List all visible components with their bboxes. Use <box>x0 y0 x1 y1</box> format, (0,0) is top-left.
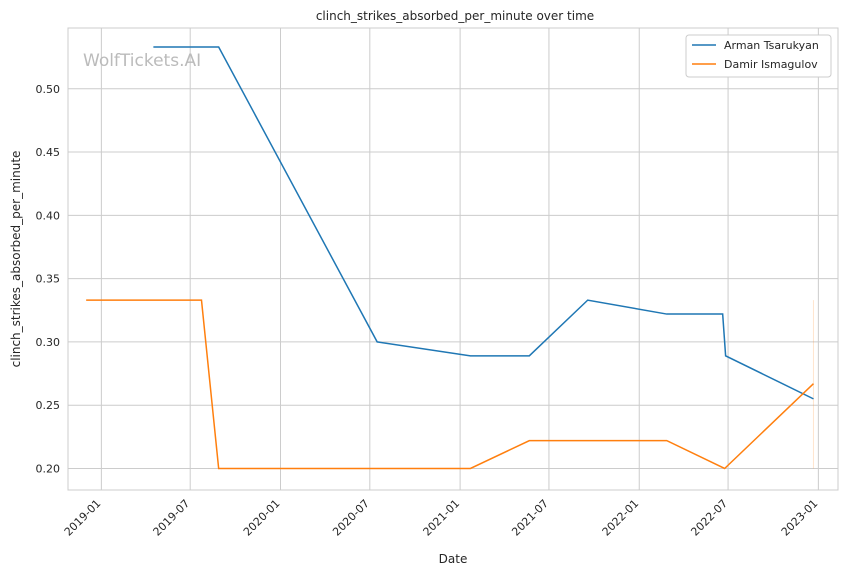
x-tick-label: 2021-01 <box>421 497 463 539</box>
y-tick-label: 0.40 <box>36 209 61 222</box>
x-tick-label: 2022-07 <box>688 497 730 539</box>
y-tick-label: 0.25 <box>36 399 61 412</box>
y-tick-label: 0.20 <box>36 462 61 475</box>
chart-title: clinch_strikes_absorbed_per_minute over … <box>316 9 594 23</box>
plot-frame <box>68 28 838 490</box>
y-axis-label: clinch_strikes_absorbed_per_minute <box>9 151 23 368</box>
series-line-arman <box>153 47 813 399</box>
y-tick-label: 0.50 <box>36 83 61 96</box>
y-tick-label: 0.30 <box>36 336 61 349</box>
watermark: WolfTickets.AI <box>83 51 201 71</box>
grid <box>68 28 838 490</box>
x-axis-label: Date <box>439 552 468 566</box>
y-tick-label: 0.45 <box>36 146 61 159</box>
tick-labels: 2019-01 2019-07 2020-01 2020-07 2021-01 2021-… <box>36 83 821 539</box>
series-line-damir <box>86 300 813 468</box>
x-tick-label: 2021-07 <box>509 497 551 539</box>
x-tick-label: 2022-01 <box>600 497 642 539</box>
y-tick-label: 0.35 <box>36 273 61 286</box>
x-tick-label: 2019-01 <box>62 497 104 539</box>
x-tick-label: 2020-01 <box>241 497 283 539</box>
x-tick-label: 2023-01 <box>779 497 821 539</box>
x-tick-label: 2019-07 <box>151 497 193 539</box>
legend-label-damir: Damir Ismagulov <box>724 58 818 71</box>
x-tick-label: 2020-07 <box>330 497 372 539</box>
legend-label-arman: Arman Tsarukyan <box>724 39 819 52</box>
legend: Arman Tsarukyan Damir Ismagulov <box>686 35 831 77</box>
